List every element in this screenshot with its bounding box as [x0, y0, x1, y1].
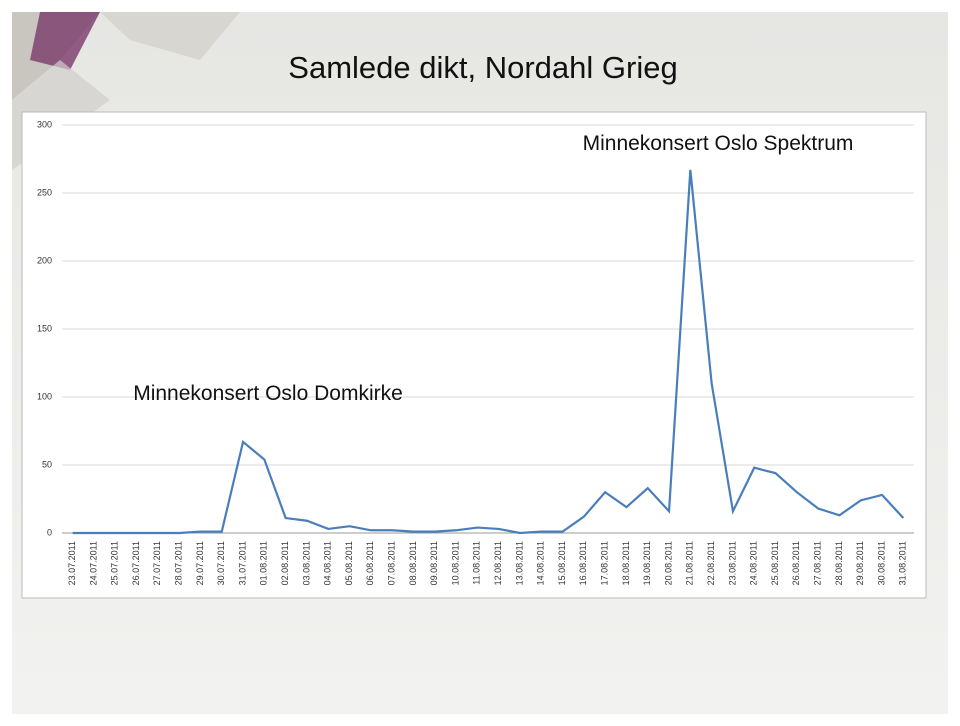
x-tick-label: 11.08.2011: [472, 541, 482, 585]
x-tick-label: 22.08.2011: [706, 541, 716, 585]
data-line: [72, 169, 905, 535]
x-tick-label: 17.08.2011: [600, 541, 610, 585]
y-tick-label: 100: [37, 391, 52, 401]
x-tick-label: 30.08.2011: [876, 541, 886, 585]
chart-area: [21, 111, 927, 599]
slide-title: Samlede dikt, Nordahl Grieg: [288, 50, 677, 85]
x-tick-label: 31.07.2011: [237, 541, 247, 585]
x-tick-label: 08.08.2011: [408, 541, 418, 585]
x-tick-label: 03.08.2011: [301, 541, 311, 585]
y-tick-label: 50: [42, 459, 52, 469]
annotation: Minnekonsert Oslo Spektrum: [583, 132, 854, 155]
x-tick-label: 18.08.2011: [621, 541, 631, 585]
x-tick-label: 20.08.2011: [663, 541, 673, 585]
decoration: [100, 12, 240, 60]
x-tick-label: 29.07.2011: [195, 541, 205, 585]
x-tick-label: 21.08.2011: [685, 541, 695, 585]
x-tick-label: 26.07.2011: [131, 541, 141, 585]
x-tick-label: 28.08.2011: [834, 541, 844, 585]
x-tick-label: 24.07.2011: [88, 541, 98, 585]
x-tick-label: 07.08.2011: [387, 541, 397, 585]
x-tick-label: 29.08.2011: [855, 541, 865, 585]
x-tick-label: 09.08.2011: [429, 541, 439, 585]
x-tick-label: 04.08.2011: [323, 541, 333, 585]
y-tick-label: 200: [37, 255, 52, 265]
y-tick-label: 150: [37, 323, 52, 333]
x-tick-label: 24.08.2011: [749, 541, 759, 585]
x-tick-label: 25.08.2011: [770, 541, 780, 585]
y-tick-label: 0: [47, 527, 52, 537]
x-tick-label: 05.08.2011: [344, 541, 354, 585]
x-tick-label: 16.08.2011: [578, 541, 588, 585]
x-tick-label: 19.08.2011: [642, 541, 652, 585]
y-tick-label: 300: [37, 119, 52, 129]
x-tick-label: 12.08.2011: [493, 541, 503, 585]
x-tick-label: 23.08.2011: [727, 541, 737, 585]
x-tick-label: 25.07.2011: [110, 541, 120, 585]
decoration: [30, 12, 100, 70]
x-tick-label: 02.08.2011: [280, 541, 290, 585]
x-tick-label: 13.08.2011: [514, 541, 524, 585]
x-tick-label: 26.08.2011: [791, 541, 801, 585]
x-tick-label: 28.07.2011: [174, 541, 184, 585]
chart: 0 50 100 150 200 250 300 23.07.2011 24.07.2011 25…: [37, 119, 914, 585]
x-tick-label: 15.08.2011: [557, 541, 567, 585]
x-tick-label: 30.07.2011: [216, 541, 226, 585]
y-tick-label: 250: [37, 187, 52, 197]
annotation: Minnekonsert Oslo Domkirke: [133, 382, 403, 405]
x-tick-label: 27.08.2011: [813, 541, 823, 585]
x-tick-label: 23.07.2011: [67, 541, 77, 585]
x-tick-label: 14.08.2011: [536, 541, 546, 585]
x-tick-label: 27.07.2011: [152, 541, 162, 585]
x-tick-label: 31.08.2011: [898, 541, 908, 585]
x-tick-label: 01.08.2011: [259, 541, 269, 585]
x-tick-label: 06.08.2011: [365, 541, 375, 585]
x-tick-label: 10.08.2011: [450, 541, 460, 585]
